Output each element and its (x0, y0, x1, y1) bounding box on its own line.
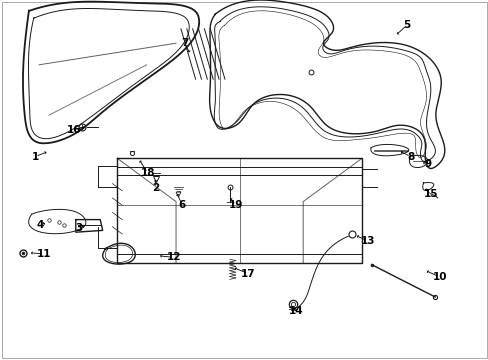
Text: 19: 19 (228, 200, 243, 210)
Text: 5: 5 (403, 20, 409, 30)
Text: 4: 4 (36, 220, 44, 230)
Text: 9: 9 (424, 159, 430, 169)
Text: 16: 16 (67, 125, 81, 135)
Text: 12: 12 (166, 252, 181, 262)
Text: 13: 13 (360, 236, 374, 246)
Text: 1: 1 (32, 152, 39, 162)
Text: 2: 2 (152, 183, 159, 193)
Text: 7: 7 (181, 38, 188, 48)
Text: 6: 6 (179, 200, 185, 210)
Text: 17: 17 (241, 269, 255, 279)
Text: 8: 8 (407, 152, 413, 162)
Text: 11: 11 (37, 249, 51, 259)
Text: 10: 10 (432, 272, 447, 282)
Text: 15: 15 (423, 189, 438, 199)
Text: 14: 14 (288, 306, 303, 316)
Text: 18: 18 (140, 168, 155, 178)
Text: 3: 3 (76, 222, 82, 233)
